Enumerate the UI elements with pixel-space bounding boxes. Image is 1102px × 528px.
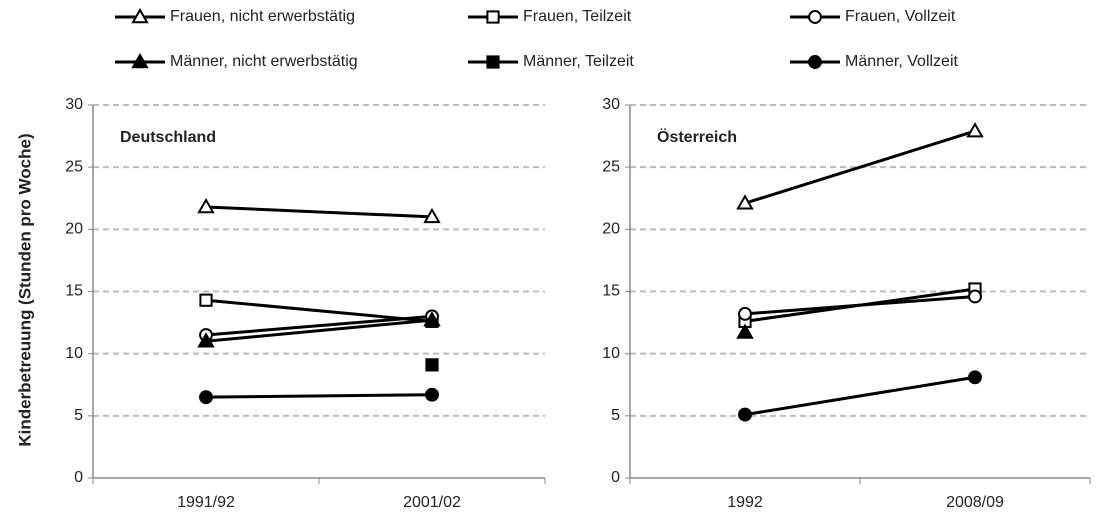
series-line <box>205 318 433 343</box>
legend-label: Frauen, Teilzeit <box>523 8 632 25</box>
y-tick-label: 25 <box>65 158 83 175</box>
y-tick-label: 0 <box>74 469 83 486</box>
marker <box>736 323 754 339</box>
marker <box>968 370 982 385</box>
y-axis-label: Kinderbetreuung (Stunden pro Woche) <box>15 133 34 446</box>
marker <box>968 289 982 304</box>
series-line <box>205 393 433 399</box>
series-line <box>744 375 976 417</box>
marker <box>131 52 149 69</box>
marker <box>425 387 439 402</box>
legend-label: Frauen, Vollzeit <box>845 8 956 25</box>
y-tick-label: 10 <box>65 345 83 362</box>
y-tick-label: 15 <box>602 283 620 300</box>
y-tick-label: 5 <box>74 407 83 424</box>
marker <box>736 194 754 210</box>
x-tick-label: 1991/92 <box>177 494 235 511</box>
y-tick-label: 0 <box>611 469 620 486</box>
x-tick-label: 1992 <box>727 494 763 511</box>
marker <box>199 293 213 307</box>
y-tick-label: 30 <box>602 96 620 113</box>
y-tick-label: 25 <box>602 158 620 175</box>
series-line <box>744 294 976 316</box>
y-tick-label: 30 <box>65 96 83 113</box>
y-tick-label: 10 <box>602 345 620 362</box>
marker <box>738 407 752 422</box>
legend-label: Frauen, nicht erwerbstätig <box>170 8 355 25</box>
y-tick-label: 20 <box>65 221 83 238</box>
marker <box>425 358 439 372</box>
x-tick-label: 2001/02 <box>403 494 461 511</box>
series-line <box>205 314 433 337</box>
legend-label: Männer, nicht erwerbstätig <box>170 53 358 70</box>
marker <box>486 10 500 24</box>
legend-label: Männer, Vollzeit <box>845 53 959 70</box>
marker <box>199 390 213 405</box>
series-line <box>205 298 433 323</box>
marker <box>486 55 500 69</box>
panel-title: Deutschland <box>120 129 216 146</box>
marker <box>423 311 441 327</box>
series-line <box>744 129 976 205</box>
marker <box>197 332 215 348</box>
marker <box>808 55 822 69</box>
marker <box>197 197 215 214</box>
marker <box>966 122 984 138</box>
panel-title: Österreich <box>657 127 737 146</box>
y-tick-label: 20 <box>602 221 620 238</box>
marker <box>423 207 441 224</box>
marker <box>738 306 752 321</box>
y-tick-label: 5 <box>611 407 620 424</box>
series-line <box>205 205 433 219</box>
x-tick-label: 2008/09 <box>946 494 1004 511</box>
marker <box>808 10 822 24</box>
legend-label: Männer, Teilzeit <box>523 53 634 70</box>
y-tick-label: 15 <box>65 283 83 300</box>
marker <box>131 7 149 24</box>
